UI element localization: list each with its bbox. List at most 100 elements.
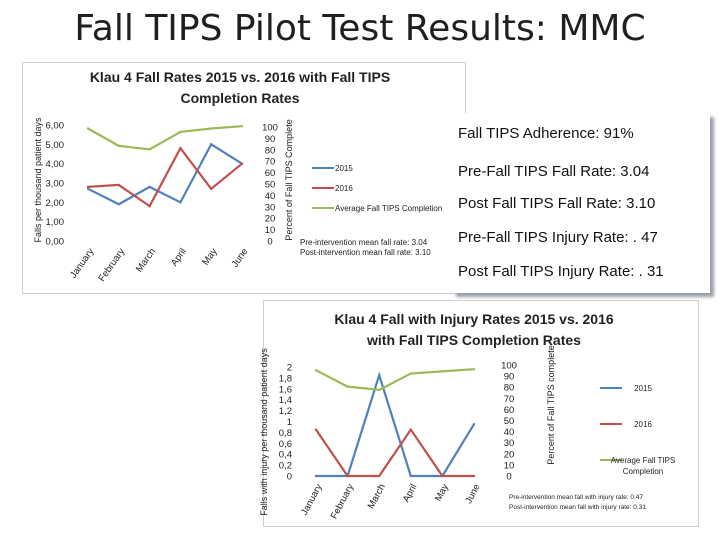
- y2-tick-label: 20: [265, 214, 276, 225]
- data-point: [240, 124, 244, 128]
- series-line-3: [315, 368, 475, 392]
- data-point: [117, 203, 121, 206]
- series-line-2: [315, 427, 474, 478]
- data-point: [179, 130, 182, 134]
- chart-title: Completion Rates: [180, 90, 299, 106]
- data-point: [117, 144, 121, 148]
- legend-label: 2015: [634, 384, 652, 393]
- y-tick-label: 2: [287, 363, 292, 374]
- chart-note: Pre-intervention mean fall rate: 3.04: [300, 238, 428, 247]
- data-point: [472, 423, 476, 426]
- y2-tick-label: 0: [267, 237, 272, 248]
- y2-axis-label: Percent of Fall TIPS Complete: [284, 119, 294, 240]
- y2-tick-label: 10: [504, 460, 515, 471]
- data-point: [472, 367, 476, 371]
- y2-tick-label: 70: [504, 394, 515, 405]
- data-point: [314, 474, 318, 478]
- x-tick-label: April: [401, 482, 420, 504]
- data-point: [117, 183, 121, 187]
- chart-note: Post-intervention mean fall rate: 3.10: [300, 248, 431, 257]
- y-tick-label: 0,00: [46, 237, 65, 248]
- data-point: [210, 187, 213, 190]
- y2-tick-label: 40: [504, 427, 515, 438]
- data-point: [378, 388, 381, 392]
- y-tick-label: 1,6: [279, 384, 292, 395]
- legend-label: 2015: [335, 164, 353, 173]
- data-point: [210, 127, 213, 130]
- chart-note: Post-intervention mean fall with injury …: [509, 504, 646, 511]
- data-point: [378, 474, 381, 478]
- y2-tick-label: 30: [504, 438, 515, 449]
- y2-tick-label: 60: [265, 168, 276, 179]
- y2-tick-label: 100: [262, 123, 278, 134]
- data-point: [409, 372, 412, 375]
- legend-label: 2016: [634, 420, 652, 429]
- y2-tick-label: 20: [504, 449, 515, 460]
- y2-tick-label: 40: [265, 191, 276, 202]
- legend-label: Average Fall TIPS: [611, 456, 676, 465]
- y-tick-label: 1,8: [279, 373, 292, 384]
- y2-tick-label: 10: [265, 225, 276, 236]
- injury-rates-chart-panel: [263, 300, 699, 527]
- x-tick-label: January: [299, 482, 325, 517]
- y2-tick-label: 60: [504, 405, 515, 416]
- stat-post-injury-rate: Post Fall TIPS Injury Rate: . 31: [458, 263, 664, 280]
- data-point: [86, 187, 90, 190]
- legend-label: Completion: [623, 467, 663, 476]
- data-point: [210, 143, 213, 146]
- y2-tick-label: 30: [265, 202, 276, 213]
- y2-tick-label: 80: [504, 383, 515, 394]
- data-point: [148, 148, 151, 151]
- x-tick-label: February: [329, 482, 357, 521]
- y-tick-label: 1: [287, 417, 292, 428]
- y2-tick-label: 90: [504, 372, 515, 383]
- y-tick-label: 3,00: [46, 179, 65, 190]
- data-point: [148, 205, 151, 208]
- data-point: [314, 369, 318, 372]
- data-point: [346, 474, 349, 478]
- y-tick-label: 0,4: [279, 450, 292, 461]
- x-tick-label: June: [463, 482, 482, 505]
- y-tick-label: 2,00: [46, 198, 65, 209]
- y2-tick-label: 0: [506, 472, 511, 483]
- y-tick-label: 1,2: [279, 406, 292, 417]
- data-point: [148, 185, 151, 189]
- data-point: [378, 373, 381, 377]
- data-point: [86, 185, 90, 189]
- y-tick-label: 0,8: [279, 428, 292, 439]
- y-tick-label: 4,00: [46, 159, 65, 170]
- x-tick-label: May: [433, 482, 451, 503]
- chart-note: Pre-intervention mean fall with injury r…: [509, 494, 643, 501]
- y-tick-label: 0,6: [279, 439, 292, 450]
- stat-post-fall-rate: Post Fall TIPS Fall Rate: 3.10: [458, 195, 656, 212]
- stats-box: Fall TIPS Adherence: 91% Pre-Fall TIPS F…: [452, 113, 710, 293]
- y-tick-label: 6,00: [46, 121, 65, 132]
- series-line-2: [87, 146, 243, 208]
- data-point: [86, 127, 90, 130]
- y2-tick-label: 80: [265, 145, 276, 156]
- y-tick-label: 0,2: [279, 461, 292, 472]
- data-point: [240, 162, 244, 165]
- data-point: [409, 474, 412, 478]
- series-line-3: [87, 125, 243, 151]
- y2-axis-label: Percent of Fall TIPS complete: [546, 345, 556, 464]
- series-line-1: [316, 371, 475, 478]
- data-point: [472, 474, 476, 478]
- y2-tick-label: 90: [265, 134, 276, 145]
- slide-title: Fall TIPS Pilot Test Results: MMC: [74, 8, 646, 49]
- series-line-1: [87, 142, 243, 206]
- y-axis-label: Falls per thousand patient days: [33, 117, 43, 243]
- y2-tick-label: 70: [265, 157, 276, 168]
- x-tick-label: March: [366, 482, 388, 510]
- y-tick-label: 5,00: [46, 140, 65, 151]
- y2-tick-label: 50: [265, 180, 276, 191]
- legend-label: 2016: [335, 184, 353, 193]
- fall-rates-chart-panel: [22, 62, 466, 294]
- chart-title: Klau 4 Fall Rates 2015 vs. 2016 with Fal…: [90, 69, 390, 85]
- data-point: [314, 428, 318, 431]
- stat-adherence: Fall TIPS Adherence: 91%: [458, 125, 634, 142]
- data-point: [441, 474, 444, 478]
- chart-title: Klau 4 Fall with Injury Rates 2015 vs. 2…: [334, 311, 614, 327]
- y2-tick-label: 50: [504, 416, 515, 427]
